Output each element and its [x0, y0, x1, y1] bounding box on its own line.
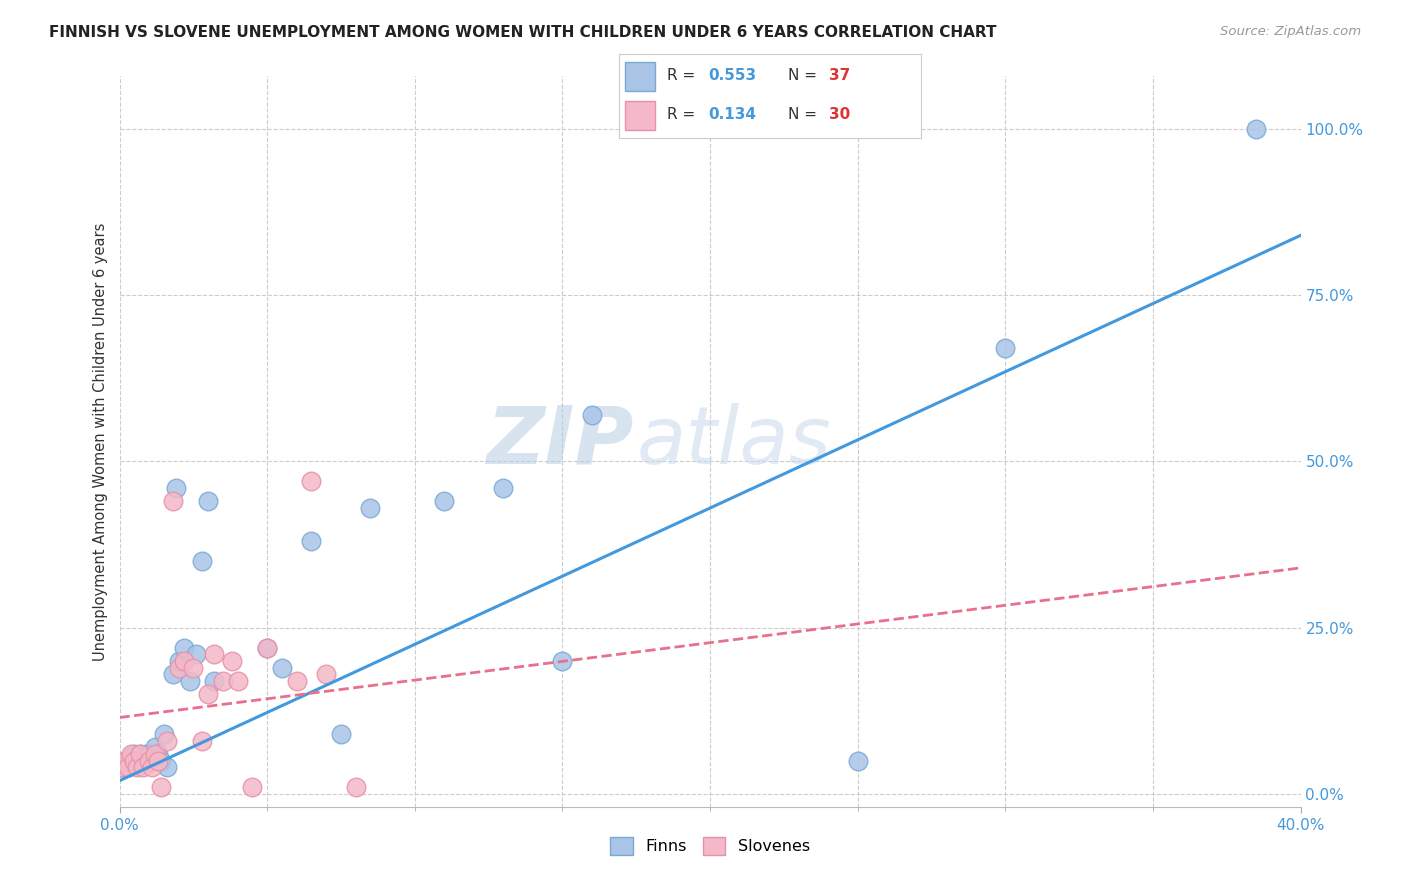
- Point: [111, 760, 134, 774]
- Point: [143, 747, 166, 761]
- Point: [127, 754, 149, 768]
- Point: [149, 780, 172, 795]
- Text: N =: N =: [787, 68, 821, 83]
- Point: [256, 640, 278, 655]
- Text: 30: 30: [828, 107, 851, 122]
- Point: [167, 660, 190, 674]
- Point: [132, 760, 155, 774]
- Point: [270, 660, 294, 674]
- Point: [129, 747, 152, 761]
- Point: [153, 727, 174, 741]
- Point: [173, 640, 195, 655]
- Legend: Finns, Slovenes: Finns, Slovenes: [603, 830, 817, 862]
- Point: [132, 754, 155, 768]
- Point: [285, 673, 308, 688]
- Text: 0.553: 0.553: [707, 68, 756, 83]
- Point: [994, 342, 1017, 356]
- Point: [242, 780, 264, 795]
- Point: [120, 747, 142, 761]
- Text: R =: R =: [666, 68, 700, 83]
- Point: [129, 747, 152, 761]
- Point: [124, 747, 146, 761]
- Point: [301, 475, 323, 489]
- Point: [156, 733, 179, 747]
- Point: [114, 754, 136, 768]
- Point: [135, 747, 157, 761]
- Point: [197, 494, 219, 508]
- Point: [211, 673, 233, 688]
- Point: [179, 673, 201, 688]
- Point: [127, 760, 149, 774]
- Point: [256, 640, 278, 655]
- Text: R =: R =: [666, 107, 700, 122]
- Text: ZIP: ZIP: [486, 402, 633, 481]
- Point: [141, 754, 163, 768]
- Point: [173, 654, 195, 668]
- Point: [141, 760, 163, 774]
- Point: [202, 648, 225, 662]
- Point: [492, 481, 515, 495]
- Point: [167, 654, 190, 668]
- Point: [114, 754, 136, 768]
- Point: [551, 654, 574, 668]
- Text: Source: ZipAtlas.com: Source: ZipAtlas.com: [1220, 25, 1361, 38]
- Point: [162, 667, 184, 681]
- Point: [1246, 122, 1268, 136]
- Point: [143, 740, 166, 755]
- Point: [202, 673, 225, 688]
- Point: [146, 747, 169, 761]
- Point: [149, 754, 172, 768]
- Text: 0.134: 0.134: [707, 107, 756, 122]
- Text: N =: N =: [787, 107, 821, 122]
- Point: [156, 760, 179, 774]
- Y-axis label: Unemployment Among Women with Children Under 6 years: Unemployment Among Women with Children U…: [93, 222, 108, 661]
- Point: [111, 760, 134, 774]
- FancyBboxPatch shape: [624, 101, 655, 130]
- Point: [226, 673, 249, 688]
- Point: [186, 648, 208, 662]
- Point: [221, 654, 243, 668]
- Point: [433, 494, 456, 508]
- Point: [315, 667, 337, 681]
- Point: [183, 660, 205, 674]
- Text: atlas: atlas: [637, 402, 831, 481]
- Point: [197, 687, 219, 701]
- Point: [138, 747, 160, 761]
- Point: [120, 754, 142, 768]
- Point: [301, 534, 323, 549]
- Point: [146, 754, 169, 768]
- Point: [162, 494, 184, 508]
- Point: [846, 754, 869, 768]
- Text: 37: 37: [828, 68, 851, 83]
- Point: [191, 733, 214, 747]
- Point: [581, 408, 603, 422]
- Point: [344, 780, 367, 795]
- Text: FINNISH VS SLOVENE UNEMPLOYMENT AMONG WOMEN WITH CHILDREN UNDER 6 YEARS CORRELAT: FINNISH VS SLOVENE UNEMPLOYMENT AMONG WO…: [49, 25, 997, 40]
- Point: [138, 754, 160, 768]
- Point: [117, 760, 139, 774]
- Point: [117, 760, 139, 774]
- Point: [191, 554, 214, 568]
- Point: [329, 727, 352, 741]
- Point: [360, 501, 382, 516]
- FancyBboxPatch shape: [624, 62, 655, 91]
- Point: [165, 481, 187, 495]
- Point: [124, 754, 146, 768]
